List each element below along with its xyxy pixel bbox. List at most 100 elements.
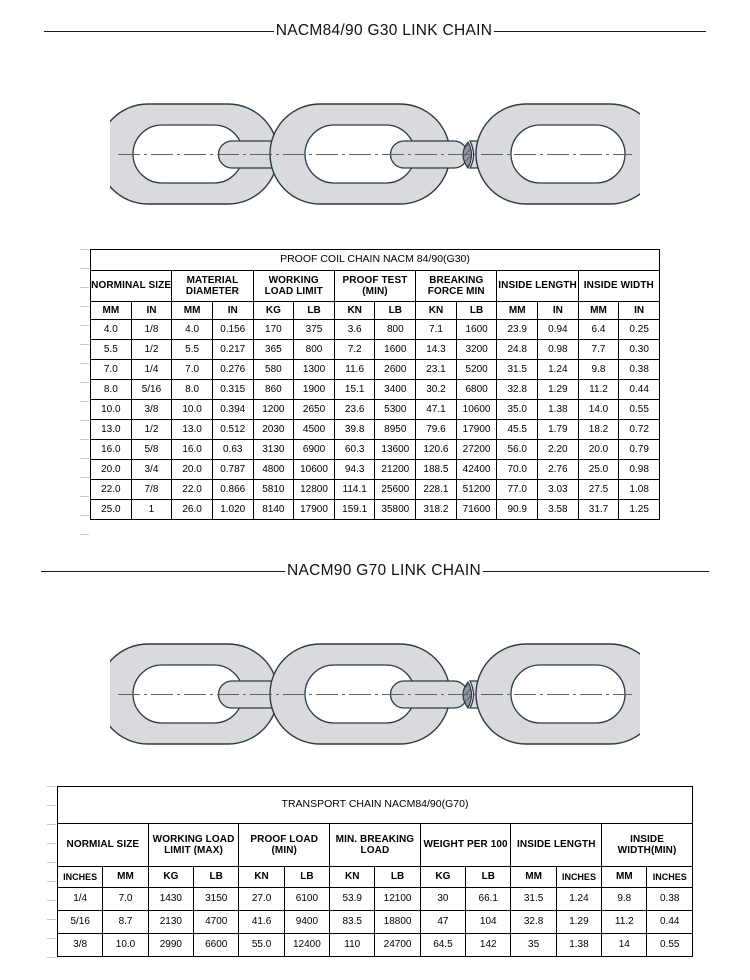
table-cell: 9.8 [577, 359, 620, 380]
table-cell: 51200 [455, 479, 498, 500]
table-row: 13.0 1/2 13.0 0.512 2030 4500 39.8 8950 79.6 1790… [90, 419, 660, 440]
table-cell: 5/16 [130, 379, 173, 400]
table-cell: 24.8 [496, 339, 539, 360]
table-cell: 5/8 [130, 439, 173, 460]
group-header-normial-size: NORMIAL SIZE [57, 823, 149, 867]
unit-header: MM [90, 301, 132, 320]
table-cell: 5200 [455, 359, 498, 380]
table-cell: 1.29 [555, 910, 603, 934]
unit-header: KN [329, 866, 376, 888]
table-cell: 2.76 [537, 459, 579, 480]
table-cell: 79.6 [415, 419, 457, 440]
grid-tick [80, 477, 89, 478]
table-cell: 104 [465, 910, 512, 934]
table-row: 5.5 1/2 5.5 0.217 365 800 7.2 1600 14.3 3200 24.8 0… [90, 339, 660, 360]
table-cell: 2130 [147, 910, 195, 934]
table-cell: 375 [293, 319, 335, 340]
unit-header: MM [577, 301, 620, 320]
table-cell: 31.7 [577, 499, 620, 520]
table-cell: 3400 [374, 379, 417, 400]
table-row: 1/4 7.0 1430 3150 27.0 6100 53.9 12100 30 66.1 31.… [56, 887, 693, 911]
table-cell: 10.0 [171, 399, 213, 420]
group-header-working-load-limit: WORKING LOAD LIMIT [252, 270, 335, 302]
spec-table-g70: TRANSPORT CHAIN NACM84/90(G70) NORMIAL S… [56, 786, 693, 957]
table-cell: 27.5 [577, 479, 620, 500]
table-cell: 17900 [293, 499, 335, 520]
grid-tick [80, 420, 89, 421]
table-cell: 0.72 [618, 419, 660, 440]
grid-tick [80, 458, 89, 459]
table-cell: 6600 [193, 933, 240, 957]
table-cell: 800 [374, 319, 417, 340]
table-cell: 8.0 [171, 379, 213, 400]
table-cell: 0.276 [211, 359, 254, 380]
table-cell: 0.44 [646, 910, 693, 934]
group-header-weight-per-100: WEIGHT PER 100 [419, 823, 512, 867]
table-unit-header-row: INCHES MM KG LB KN LB KN LB KG LB MM INC… [56, 866, 693, 888]
table-cell: 4.0 [90, 319, 132, 340]
table-cell: 32.8 [496, 379, 539, 400]
table-cell: 365 [252, 339, 295, 360]
table-cell: 7.1 [415, 319, 457, 340]
table-cell: 60.3 [333, 439, 376, 460]
table-cell: 0.98 [618, 459, 660, 480]
table-cell: 27.0 [238, 887, 285, 911]
unit-header: MM [601, 866, 648, 888]
group-header-inside-width: INSIDE WIDTH [577, 270, 661, 302]
table-cell: 5/16 [56, 910, 104, 934]
table-cell: 41.6 [238, 910, 285, 934]
group-header-inside-width-min: INSIDE WIDTH(MIN) [601, 823, 693, 867]
unit-header: LB [465, 866, 512, 888]
table-cell: 1.38 [555, 933, 603, 957]
table-cell: 4800 [252, 459, 295, 480]
group-header-inside-length: INSIDE LENGTH [510, 823, 603, 867]
table-cell: 1.24 [555, 887, 603, 911]
table-cell: 1200 [252, 399, 295, 420]
unit-header: MM [510, 866, 557, 888]
table-cell: 23.6 [333, 399, 376, 420]
grid-tick [80, 382, 89, 383]
table-cell: 12800 [293, 479, 335, 500]
unit-header: INCHES [56, 866, 104, 888]
group-header-min-breaking-load: MIN. BREAKING LOAD [329, 823, 421, 867]
table-cell: 77.0 [496, 479, 539, 500]
table-cell: 3150 [193, 887, 240, 911]
unit-header: INCHES [646, 866, 693, 888]
group-header-inside-length: INSIDE LENGTH [496, 270, 579, 302]
table-cell: 3/8 [130, 399, 173, 420]
table-cell: 30 [419, 887, 467, 911]
table-row: 7.0 1/4 7.0 0.276 580 1300 11.6 2600 23.1 5200 31.… [90, 359, 660, 380]
table-cell: 25.0 [90, 499, 132, 520]
table-cell: 1600 [374, 339, 417, 360]
title-rule-left [43, 30, 274, 32]
table-cell: 26.0 [171, 499, 213, 520]
table-cell: 71600 [455, 499, 498, 520]
grid-tick [80, 344, 89, 345]
table-caption: PROOF COIL CHAIN NACM 84/90(G30) [90, 249, 660, 271]
table-cell: 318.2 [415, 499, 457, 520]
table-cell: 25600 [374, 479, 417, 500]
table-cell: 14 [601, 933, 648, 957]
table-cell: 21200 [374, 459, 417, 480]
table-cell: 56.0 [496, 439, 539, 460]
table-cell: 3200 [455, 339, 498, 360]
grid-tick [80, 515, 89, 516]
table-cell: 25.0 [577, 459, 620, 480]
table-cell: 53.9 [329, 887, 376, 911]
table-cell: 120.6 [415, 439, 457, 460]
table-row: 8.0 5/16 8.0 0.315 860 1900 15.1 3400 30.2 6800 32… [90, 379, 660, 400]
table-cell: 6.4 [577, 319, 620, 340]
table-cell: 1.020 [211, 499, 254, 520]
grid-tick [47, 900, 56, 901]
table-caption-row: PROOF COIL CHAIN NACM 84/90(G30) [90, 249, 660, 271]
table-cell: 1.25 [618, 499, 660, 520]
table-cell: 0.94 [537, 319, 579, 340]
group-header-breaking-force-min: BREAKING FORCE MIN [415, 270, 498, 302]
table-cell: 2.20 [537, 439, 579, 460]
table-cell: 35.0 [496, 399, 539, 420]
unit-header: LB [374, 866, 421, 888]
table-cell: 11.2 [601, 910, 648, 934]
table-cell: 0.30 [618, 339, 660, 360]
grid-tick [80, 249, 89, 250]
table-cell: 1/4 [56, 887, 104, 911]
